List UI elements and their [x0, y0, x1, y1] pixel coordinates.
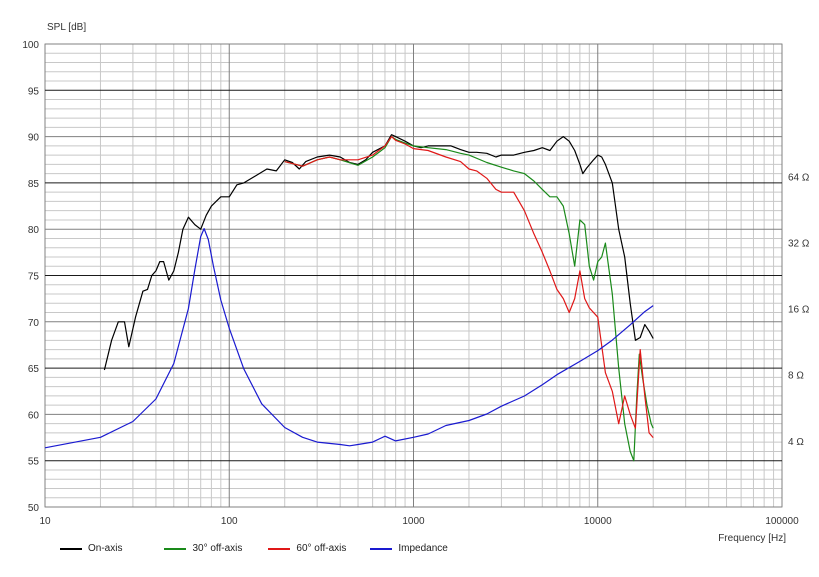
- y-tick-label: 65: [28, 364, 40, 375]
- y-tick-label: 90: [28, 133, 40, 144]
- tick-labels: 50 55 60 65 70 75 80 85 90 95 100 10 100 1000 10000 100…: [22, 40, 810, 527]
- y-tick-label: 80: [28, 225, 40, 236]
- legend-label: Impedance: [398, 543, 448, 554]
- series-layer: [44, 134, 654, 462]
- y2-tick-label: 64 Ω: [788, 172, 810, 183]
- x-tick-label: 10000: [584, 516, 612, 527]
- legend-item-60-off-axis: 60° off-axis: [268, 543, 346, 554]
- series-line-2: [284, 136, 654, 438]
- y-tick-label: 100: [22, 40, 39, 51]
- y-tick-label: 50: [28, 503, 40, 514]
- x-axis-title: Frequency [Hz]: [718, 533, 786, 544]
- legend: On-axis 30° off-axis 60° off-axis Impeda…: [60, 543, 468, 554]
- x-tick-label: 100000: [765, 516, 799, 527]
- x-tick-label: 100: [221, 516, 238, 527]
- legend-swatch: [164, 547, 187, 550]
- y-tick-label: 70: [28, 318, 40, 329]
- y2-tick-label: 8 Ω: [788, 371, 804, 382]
- series-line-3: [44, 228, 654, 449]
- y-axis-title: SPL [dB]: [47, 22, 86, 33]
- y2-tick-label: 4 Ω: [788, 437, 804, 448]
- y-tick-label: 60: [28, 410, 40, 421]
- y2-tick-label: 16 Ω: [788, 305, 810, 316]
- y-tick-label: 75: [28, 272, 40, 283]
- legend-item-on-axis: On-axis: [60, 543, 122, 554]
- x-tick-label: 10: [39, 516, 51, 527]
- legend-label: On-axis: [88, 543, 123, 554]
- y-tick-label: 95: [28, 86, 40, 97]
- y-tick-label: 85: [28, 179, 40, 190]
- legend-item-impedance: Impedance: [370, 543, 448, 554]
- legend-swatch: [268, 547, 291, 550]
- major-grid: [44, 43, 783, 508]
- y2-tick-label: 32 Ω: [788, 238, 810, 249]
- legend-item-30-off-axis: 30° off-axis: [164, 543, 242, 554]
- y-tick-label: 55: [28, 457, 40, 468]
- x-tick-label: 1000: [402, 516, 425, 527]
- legend-label: 60° off-axis: [296, 543, 347, 554]
- legend-label: 30° off-axis: [192, 543, 243, 554]
- series-line-1: [284, 136, 654, 462]
- legend-swatch: [60, 547, 82, 550]
- legend-swatch: [370, 547, 393, 550]
